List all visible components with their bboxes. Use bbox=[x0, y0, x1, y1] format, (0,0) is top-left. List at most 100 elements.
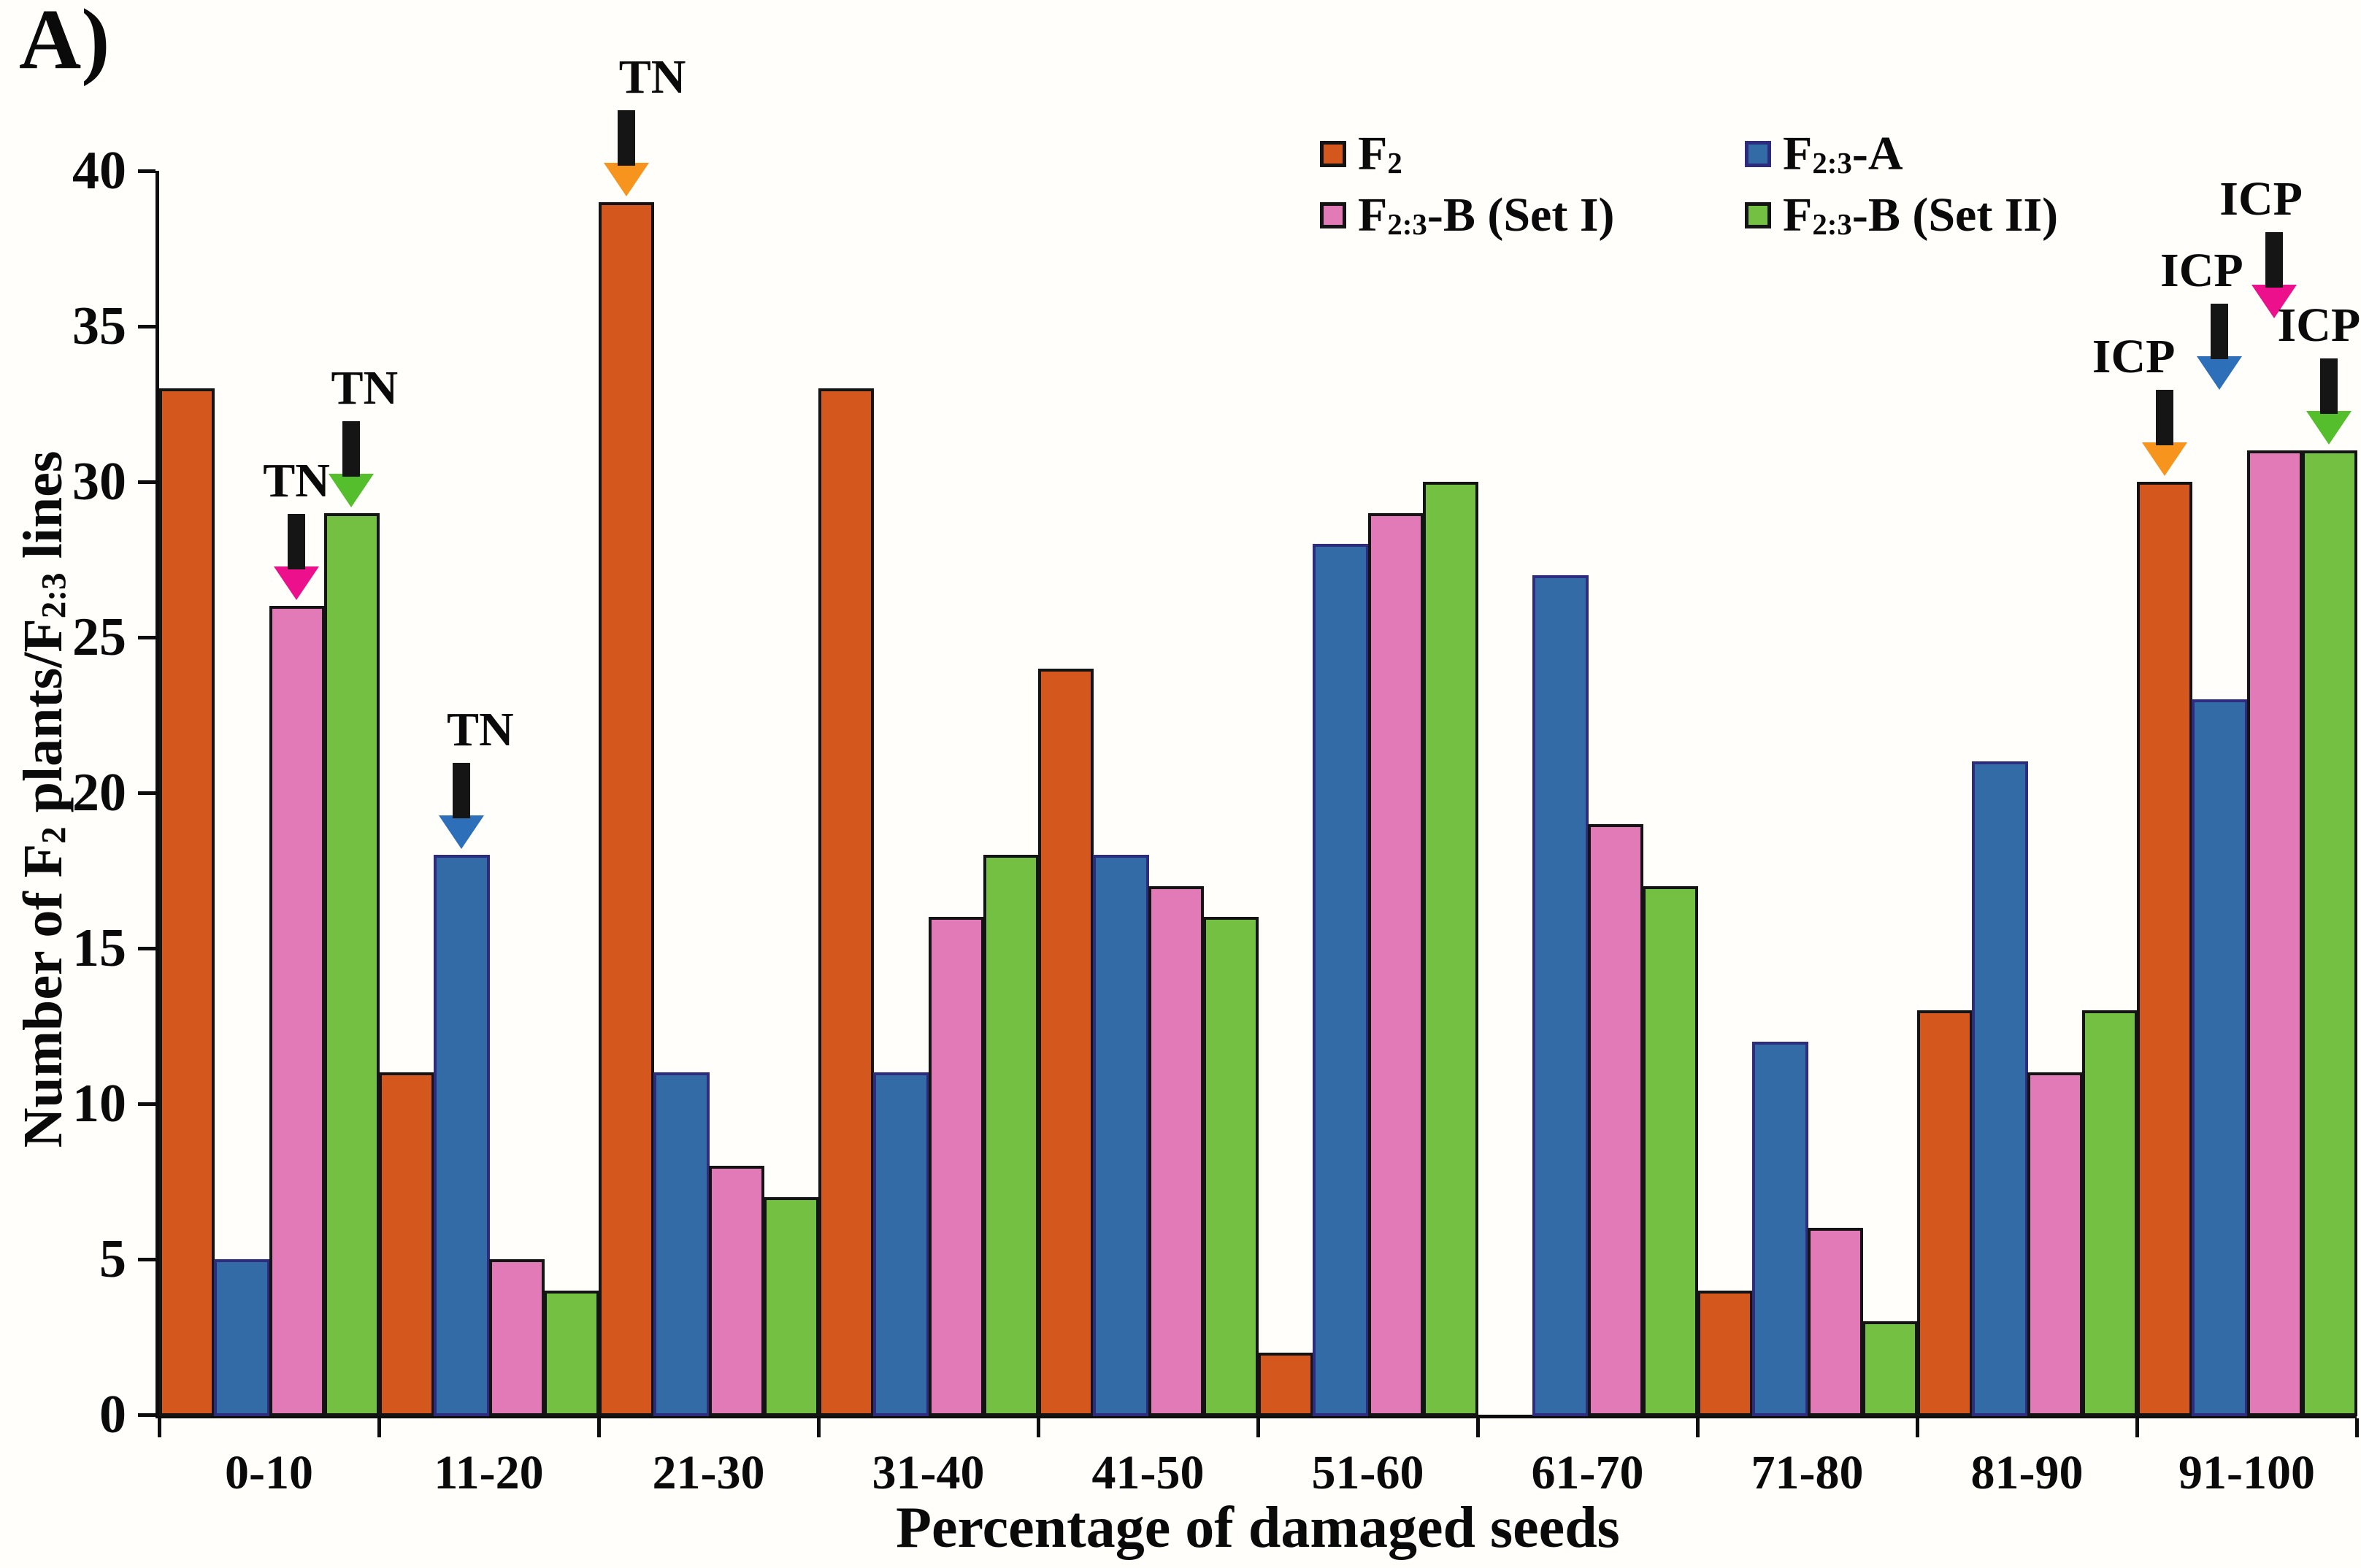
y-axis-tick bbox=[138, 791, 156, 795]
x-tick-label: 11-20 bbox=[434, 1446, 544, 1499]
legend-item-f23bseti: F2:3-B (Set I) bbox=[1320, 191, 1614, 239]
y-axis-tick bbox=[138, 947, 156, 950]
bar-f23bsetii-11-20 bbox=[543, 1290, 599, 1416]
legend-swatch-icon bbox=[1320, 141, 1346, 167]
x-axis-tick bbox=[158, 1418, 161, 1437]
y-tick-label: 10 bbox=[72, 1074, 126, 1134]
bar-f2-91-100 bbox=[2137, 482, 2193, 1416]
subscript: 2 bbox=[35, 826, 74, 844]
y-tick-label: 40 bbox=[72, 141, 126, 201]
x-axis-tick bbox=[1916, 1418, 1919, 1437]
y-tick-label: 20 bbox=[72, 763, 126, 823]
x-tick-label: 51-60 bbox=[1311, 1446, 1424, 1499]
annotation-label-icp: ICP bbox=[2219, 172, 2303, 226]
x-tick-label: 21-30 bbox=[652, 1446, 765, 1499]
bar-f23bseti-41-50 bbox=[1148, 885, 1204, 1416]
annotation-label-tn: TN bbox=[331, 361, 399, 415]
y-tick-label: 5 bbox=[99, 1229, 126, 1289]
annotation-arrowhead-icp bbox=[2141, 442, 2187, 476]
annotation-label-tn: TN bbox=[447, 703, 514, 757]
subscript: 2:3 bbox=[1812, 146, 1852, 180]
legend-item-f23bsetii: F2:3-B (Set II) bbox=[1745, 191, 2058, 239]
annotation-label-icp: ICP bbox=[2160, 244, 2243, 297]
bar-f2-31-40 bbox=[818, 388, 875, 1416]
annotation-label-tn: TN bbox=[263, 454, 330, 508]
legend-label: F2:3-A bbox=[1783, 126, 1903, 180]
bar-f23a-11-20 bbox=[434, 855, 490, 1416]
subscript: 2:3 bbox=[1387, 207, 1427, 241]
x-tick-label: 31-40 bbox=[872, 1446, 985, 1499]
x-axis-title: Percentage of damaged seeds bbox=[896, 1496, 1620, 1560]
y-axis-tick bbox=[138, 325, 156, 328]
y-axis-line bbox=[156, 171, 159, 1418]
x-axis-tick bbox=[1037, 1418, 1040, 1437]
annotation-arrow-shaft bbox=[2210, 304, 2228, 359]
annotation-arrowhead-tn bbox=[329, 473, 375, 507]
x-axis-tick bbox=[2355, 1418, 2359, 1437]
x-tick-label: 81-90 bbox=[1970, 1446, 2084, 1499]
bar-f23a-41-50 bbox=[1093, 855, 1149, 1416]
bar-f23a-71-80 bbox=[1752, 1041, 1808, 1416]
bar-f2-51-60 bbox=[1258, 1352, 1314, 1416]
bar-f2-81-90 bbox=[1917, 1010, 1973, 1416]
bar-f23a-91-100 bbox=[2192, 699, 2248, 1416]
bar-f23bsetii-71-80 bbox=[1862, 1321, 1918, 1416]
x-axis-tick bbox=[597, 1418, 601, 1437]
annotation-arrowhead-icp bbox=[2196, 356, 2242, 390]
bar-f23bsetii-61-70 bbox=[1642, 885, 1698, 1416]
x-axis-tick bbox=[2135, 1418, 2139, 1437]
y-tick-label: 35 bbox=[72, 296, 126, 356]
annotation-label-tn: TN bbox=[618, 50, 686, 104]
bar-f23bseti-11-20 bbox=[488, 1259, 545, 1416]
annotation-arrow-shaft bbox=[342, 420, 361, 477]
x-tick-label: 0-10 bbox=[225, 1446, 313, 1499]
annotation-arrow-shaft bbox=[2265, 232, 2284, 288]
y-axis-tick bbox=[138, 636, 156, 639]
bar-f23bseti-31-40 bbox=[928, 917, 984, 1416]
x-tick-label: 71-80 bbox=[1751, 1446, 1864, 1499]
annotation-arrow-shaft bbox=[452, 763, 470, 819]
bar-f23bsetii-41-50 bbox=[1202, 917, 1259, 1416]
y-axis-tick bbox=[138, 1413, 156, 1417]
x-tick-label: 61-70 bbox=[1531, 1446, 1644, 1499]
bar-f23a-31-40 bbox=[873, 1072, 929, 1416]
legend-swatch-icon bbox=[1745, 141, 1771, 167]
bar-f23a-21-30 bbox=[653, 1072, 710, 1416]
legend-swatch-icon bbox=[1745, 202, 1771, 228]
bar-f23a-81-90 bbox=[1972, 761, 2028, 1416]
annotation-arrowhead-icp bbox=[2251, 285, 2297, 318]
y-axis-tick bbox=[138, 480, 156, 484]
y-axis-tick bbox=[138, 1258, 156, 1261]
bar-f23a-61-70 bbox=[1532, 574, 1589, 1416]
panel-label: A) bbox=[19, 0, 110, 87]
bar-f23a-0-10 bbox=[214, 1259, 270, 1416]
bar-f23bseti-0-10 bbox=[269, 606, 325, 1416]
bar-f23bseti-21-30 bbox=[708, 1166, 764, 1416]
bar-f23bseti-81-90 bbox=[2027, 1072, 2083, 1416]
legend-item-f23a: F2:3-A bbox=[1745, 129, 1903, 177]
x-tick-label: 41-50 bbox=[1091, 1446, 1205, 1499]
bar-f2-71-80 bbox=[1697, 1290, 1754, 1416]
bar-f23bseti-91-100 bbox=[2246, 450, 2303, 1416]
x-axis-tick bbox=[1256, 1418, 1260, 1437]
bar-f2-21-30 bbox=[599, 201, 655, 1416]
bar-f23bsetii-31-40 bbox=[983, 855, 1039, 1416]
bar-f23bsetii-51-60 bbox=[1422, 482, 1478, 1416]
y-axis-tick bbox=[138, 169, 156, 173]
bar-f23bseti-71-80 bbox=[1807, 1228, 1863, 1416]
annotation-arrowhead-icp bbox=[2306, 411, 2352, 445]
annotation-label-icp: ICP bbox=[2092, 330, 2176, 383]
y-tick-label: 15 bbox=[72, 918, 126, 978]
bar-f23bseti-51-60 bbox=[1367, 512, 1424, 1416]
bar-f2-0-10 bbox=[159, 388, 215, 1416]
annotation-arrow-shaft bbox=[2155, 390, 2173, 445]
y-tick-label: 0 bbox=[99, 1385, 126, 1445]
legend-label: F2:3-B (Set II) bbox=[1783, 188, 2059, 242]
annotation-arrow-shaft bbox=[617, 109, 635, 166]
legend-swatch-icon bbox=[1320, 202, 1346, 228]
bar-f23a-51-60 bbox=[1313, 544, 1369, 1416]
annotation-arrowhead-tn bbox=[274, 566, 320, 601]
subscript: 2 bbox=[1387, 146, 1402, 180]
annotation-arrowhead-tn bbox=[603, 162, 649, 196]
